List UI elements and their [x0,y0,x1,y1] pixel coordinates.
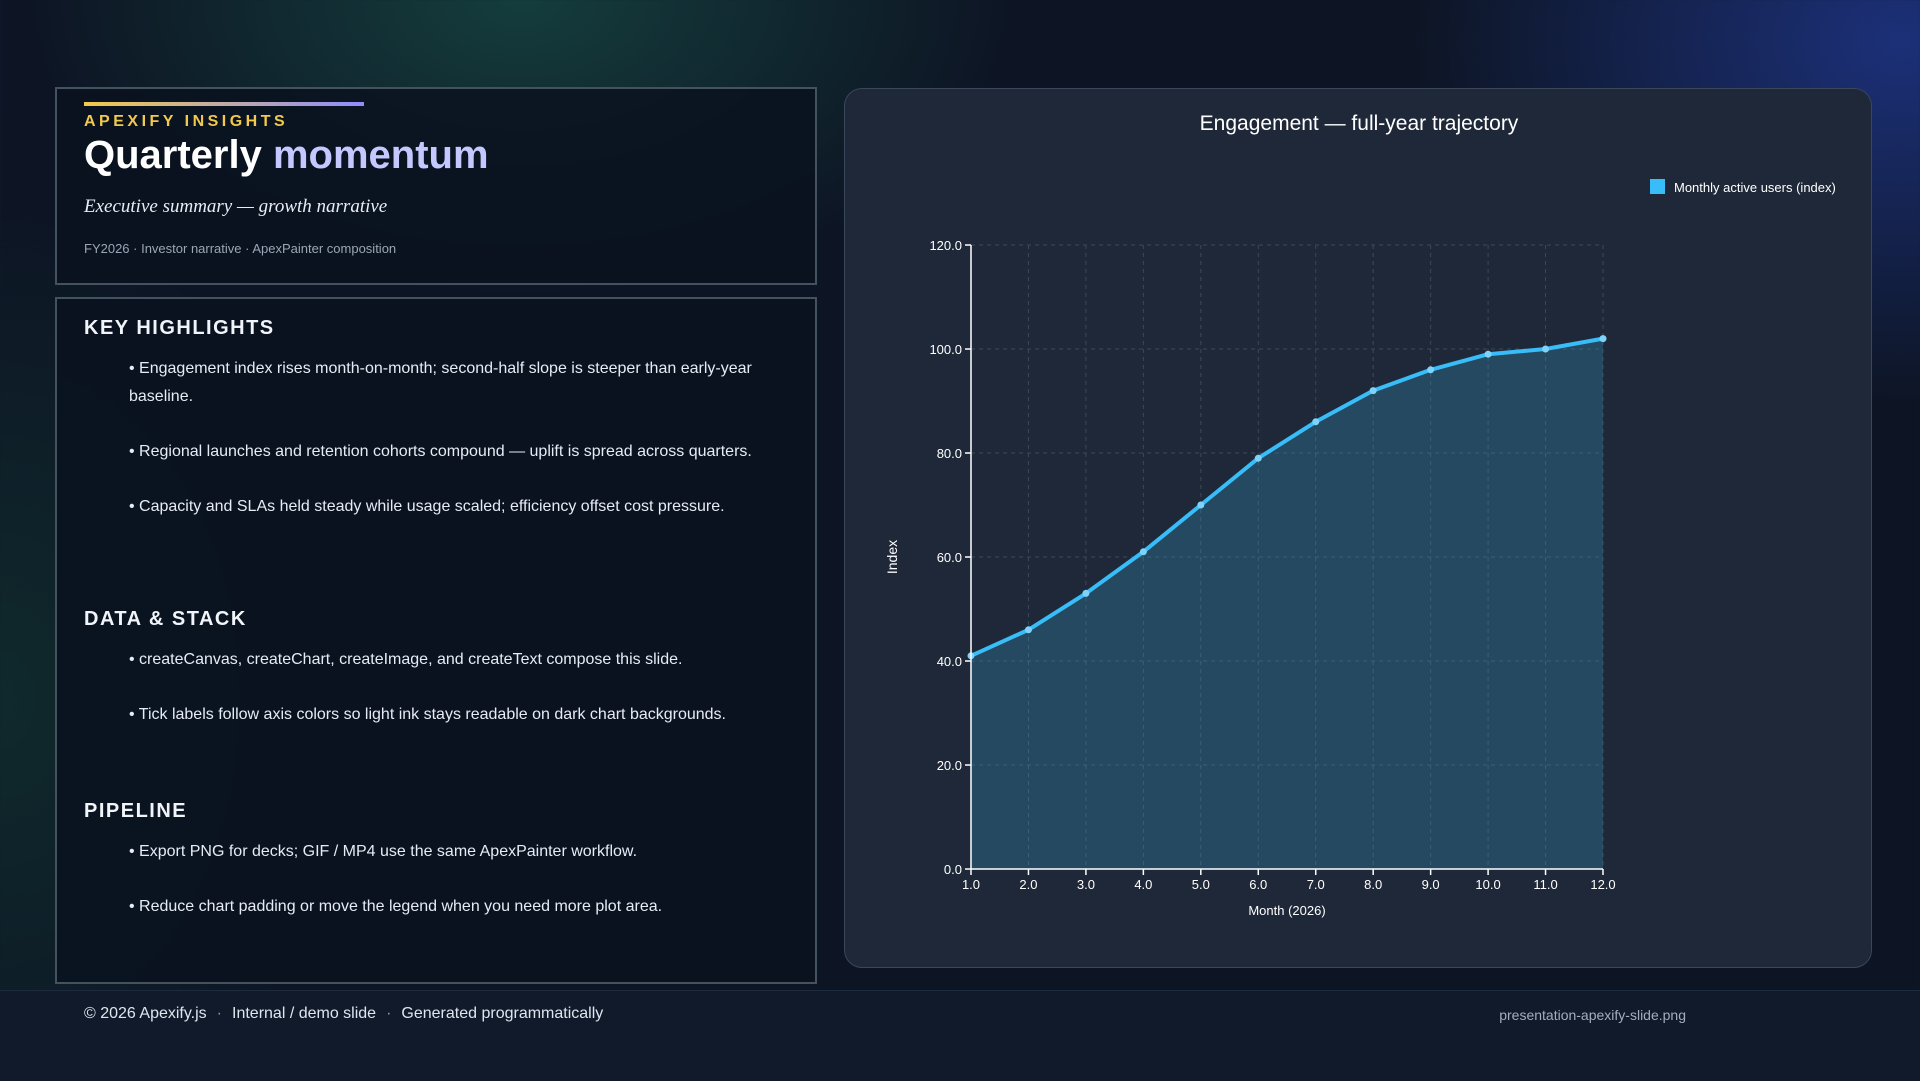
chart-title: Engagement — full-year trajectory [1200,112,1519,135]
x-tick-label-10: 11.0 [1533,877,1557,892]
x-axis-label: Month (2026) [1248,903,1325,918]
data-point-6 [1254,454,1262,462]
series-area [971,338,1603,870]
hero-panel: APEXIFY INSIGHTS Quarterly momentum Exec… [55,87,817,285]
y-tick-label-5: 100.0 [929,342,962,357]
y-tick-label-6: 120.0 [929,238,962,253]
data-point-10 [1484,350,1492,358]
x-tick-label-11: 12.0 [1590,877,1615,892]
highlight-bullet-2: • Regional launches and retention cohort… [129,443,752,460]
x-tick-label-7: 8.0 [1364,877,1382,892]
x-tick-label-2: 3.0 [1077,877,1095,892]
data-point-8 [1369,387,1377,395]
footer-filename: presentation-apexify-slide.png [1499,1007,1686,1023]
data-point-9 [1427,366,1435,374]
footer-left: © 2026 Apexify.js · Internal / demo slide ·… [84,1005,603,1023]
y-tick-label-1: 20.0 [937,758,962,773]
y-axis-label: Index [884,540,900,574]
section-title-highlights: KEY HIGHLIGHTS [84,317,275,339]
x-tick-label-6: 7.0 [1307,877,1325,892]
x-tick-label-9: 10.0 [1475,877,1500,892]
page-title: Quarterly momentum [84,133,489,178]
footer-separator-2: · [386,1005,392,1022]
y-tick-label-0: 0.0 [944,862,962,877]
highlight-bullet-3: • Capacity and SLAs held steady while us… [129,498,725,515]
y-tick-label-2: 40.0 [937,654,962,669]
footer-item-internal: Internal / demo slide [232,1005,377,1022]
section-title-pipeline: PIPELINE [84,800,188,822]
title-part-1: Quarterly [84,133,273,177]
legend-swatch [1650,179,1665,194]
pipeline-bullet-2: • Reduce chart padding or move the legen… [129,898,663,915]
series-line [969,336,1605,658]
stack-bullet-2: • Tick labels follow axis colors so ligh… [129,706,726,723]
chart-panel: Engagement — full-year trajectory 0.0 20.0… [844,88,1872,968]
title-part-2: momentum [272,133,489,177]
x-tick-label-0: 1.0 [962,877,980,892]
content-panel: KEY HIGHLIGHTS • Engagement index rises … [55,297,817,984]
y-tick-label-4: 80.0 [937,446,962,461]
x-tick-label-1: 2.0 [1019,877,1037,892]
footer: © 2026 Apexify.js · Internal / demo slide ·… [0,990,1920,1081]
x-tick-label-5: 6.0 [1249,877,1267,892]
engagement-chart: Engagement — full-year trajectory 0.0 20.0… [884,112,1836,918]
accent-bar [84,102,364,106]
y-tick-label-3: 60.0 [937,550,962,565]
section-title-stack: DATA & STACK [84,608,247,630]
x-tick-label-8: 9.0 [1422,877,1440,892]
footer-separator-1: · [216,1005,222,1022]
highlight-bullet-1: • Engagement index rises month-on-month;… [129,360,752,405]
x-tick-label-4: 5.0 [1192,877,1210,892]
meta-line: FY2026 · Investor narrative · ApexPainte… [84,241,397,256]
data-point-5 [1197,501,1205,509]
eyebrow-label: APEXIFY INSIGHTS [84,113,289,130]
pipeline-bullet-1: • Export PNG for decks; GIF / MP4 use th… [129,843,638,860]
x-tick-label-3: 4.0 [1134,877,1152,892]
page-subtitle: Executive summary — growth narrative [84,196,388,217]
data-point-12 [1599,335,1607,343]
data-point-3 [1082,589,1090,597]
data-point-4 [1139,548,1147,556]
data-point-2 [1024,626,1032,634]
data-point-11 [1542,345,1550,353]
legend-label: Monthly active users (index) [1674,180,1836,195]
data-point-7 [1312,418,1320,426]
footer-copyright: © 2026 Apexify.js [84,1005,207,1022]
stack-bullet-1: • createCanvas, createChart, createImage… [129,651,683,668]
footer-item-generated: Generated programmatically [401,1005,604,1022]
